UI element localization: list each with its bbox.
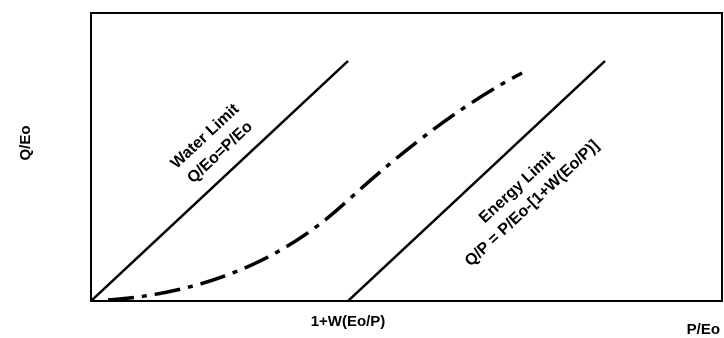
dash-dot-curve (107, 71, 523, 302)
x-axis-label: P/Eo (687, 321, 720, 338)
water-limit-line (90, 60, 349, 302)
plot-frame (90, 12, 723, 302)
energy-limit-equation: Q/P = P/Eo-[1+W(Eo/P)] (462, 137, 603, 270)
x-tick-label: 1+W(Eo/P) (311, 313, 386, 330)
energy-limit-line (347, 60, 606, 302)
y-axis-label: Q/Eo (17, 125, 34, 160)
